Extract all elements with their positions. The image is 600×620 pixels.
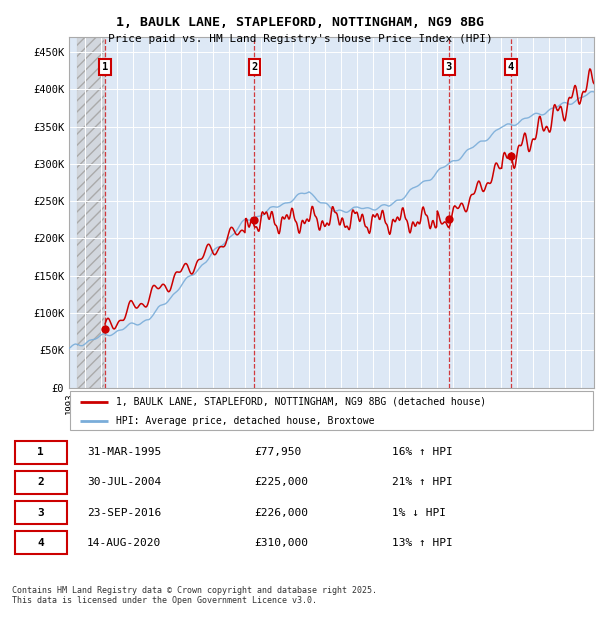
Text: 21% ↑ HPI: 21% ↑ HPI: [392, 477, 453, 487]
Text: 30-JUL-2004: 30-JUL-2004: [87, 477, 161, 487]
Text: 3: 3: [37, 508, 44, 518]
Text: £226,000: £226,000: [254, 508, 308, 518]
Text: 2: 2: [37, 477, 44, 487]
FancyBboxPatch shape: [15, 501, 67, 524]
Text: Price paid vs. HM Land Registry's House Price Index (HPI): Price paid vs. HM Land Registry's House …: [107, 34, 493, 44]
Text: 31-MAR-1995: 31-MAR-1995: [87, 447, 161, 457]
Text: 1, BAULK LANE, STAPLEFORD, NOTTINGHAM, NG9 8BG: 1, BAULK LANE, STAPLEFORD, NOTTINGHAM, N…: [116, 16, 484, 29]
Text: 1% ↓ HPI: 1% ↓ HPI: [392, 508, 446, 518]
Text: 14-AUG-2020: 14-AUG-2020: [87, 538, 161, 548]
Text: 1, BAULK LANE, STAPLEFORD, NOTTINGHAM, NG9 8BG (detached house): 1, BAULK LANE, STAPLEFORD, NOTTINGHAM, N…: [116, 397, 487, 407]
Text: 23-SEP-2016: 23-SEP-2016: [87, 508, 161, 518]
Text: 2: 2: [251, 62, 257, 72]
Text: Contains HM Land Registry data © Crown copyright and database right 2025.
This d: Contains HM Land Registry data © Crown c…: [12, 586, 377, 605]
FancyBboxPatch shape: [15, 441, 67, 464]
Text: 4: 4: [508, 62, 514, 72]
Text: £225,000: £225,000: [254, 477, 308, 487]
Text: 16% ↑ HPI: 16% ↑ HPI: [392, 447, 453, 457]
Text: 1: 1: [102, 62, 108, 72]
Bar: [77, 37, 104, 387]
Text: £77,950: £77,950: [254, 447, 301, 457]
Bar: [77, 37, 104, 387]
Text: 13% ↑ HPI: 13% ↑ HPI: [392, 538, 453, 548]
Text: 1: 1: [37, 447, 44, 457]
FancyBboxPatch shape: [15, 531, 67, 554]
Text: 3: 3: [446, 62, 452, 72]
Text: 4: 4: [37, 538, 44, 548]
FancyBboxPatch shape: [70, 391, 593, 430]
FancyBboxPatch shape: [15, 471, 67, 494]
Text: £310,000: £310,000: [254, 538, 308, 548]
Text: HPI: Average price, detached house, Broxtowe: HPI: Average price, detached house, Brox…: [116, 416, 375, 426]
